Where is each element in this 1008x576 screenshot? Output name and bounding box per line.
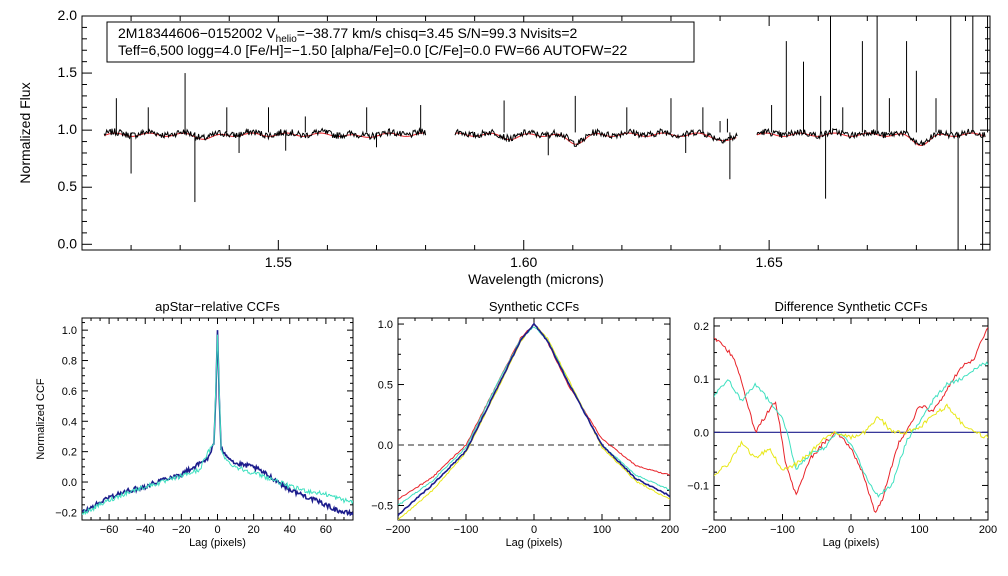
synthetic-xtick-label: 100 bbox=[593, 524, 611, 536]
apstar-xtick-label: −40 bbox=[136, 524, 155, 536]
apstar-xtick-label: 0 bbox=[214, 524, 220, 536]
synthetic-ytick-label: −0.5 bbox=[371, 500, 393, 512]
synthetic-axes: −200 −100 0 100 200 −0.5 0.0 0.5 1.0 Synthetic CC… bbox=[371, 299, 679, 549]
synthetic-xtick-label: −100 bbox=[454, 524, 479, 536]
spectrum-ylabel: Normalized Flux bbox=[17, 82, 33, 183]
synthetic-xtick-label: −200 bbox=[386, 524, 411, 536]
synthetic-line-red bbox=[398, 323, 670, 501]
spectrum-ytick-label: 0.5 bbox=[58, 178, 78, 194]
synthetic-xtick-label: 200 bbox=[661, 524, 679, 536]
apstar-ylabel: Normalized CCF bbox=[35, 378, 47, 460]
spectrum-ytick-label: 0.0 bbox=[58, 235, 78, 251]
observed-spectrum-line bbox=[454, 127, 738, 147]
difference-ytick-label: 0.0 bbox=[694, 427, 709, 439]
info-line-1-sub: helio bbox=[276, 34, 298, 45]
spectrum-xtick-label: 1.60 bbox=[510, 254, 537, 270]
spectrum-ytick-label: 1.5 bbox=[58, 64, 78, 80]
difference-xlabel: Lag (pixels) bbox=[823, 537, 880, 549]
synthetic-line-cyan bbox=[398, 326, 670, 506]
apstar-ytick-label: 0.4 bbox=[62, 416, 77, 428]
apstar-line-visit 1 bbox=[82, 330, 353, 517]
info-line-1-suffix: =−38.77 km/s chisq=3.45 S/N=99.3 Nvisits… bbox=[297, 25, 578, 41]
synthetic-series bbox=[398, 322, 670, 520]
apstar-xtick-label: −60 bbox=[100, 524, 119, 536]
difference-ytick-label: 0.1 bbox=[694, 374, 709, 386]
synthetic-frame bbox=[397, 317, 671, 521]
synthetic-line-yellow bbox=[398, 323, 670, 520]
apstar-xtick-label: 60 bbox=[320, 524, 332, 536]
difference-xtick-label: 100 bbox=[910, 524, 928, 536]
info-line-1: 2M18344606−0152002 Vhelio=−38.77 km/s ch… bbox=[118, 25, 578, 45]
apstar-xtick-label: 40 bbox=[284, 524, 296, 536]
info-line-2: Teff=6,500 logg=4.0 [Fe/H]=−1.50 [alpha/… bbox=[118, 42, 627, 58]
synthetic-title: Synthetic CCFs bbox=[489, 299, 580, 314]
apstar-axes: −60 −40 −20 0 20 40 60 −0.2 0.0 0.2 0.4 0.6 0.8 1.0 ap… bbox=[35, 299, 354, 549]
difference-axes: −200 −100 0 100 200 −0.1 0.0 0.1 0.2 Difference S… bbox=[687, 299, 997, 549]
difference-ytick-label: −0.1 bbox=[687, 480, 709, 492]
synthetic-ytick-label: 0.5 bbox=[378, 380, 393, 392]
spectrum-ytick-label: 1.0 bbox=[58, 121, 78, 137]
spectrum-xtick-label: 1.55 bbox=[265, 254, 292, 270]
difference-xtick-label: 0 bbox=[848, 524, 854, 536]
synthetic-ytick-label: 1.0 bbox=[378, 319, 393, 331]
difference-xtick-label: −100 bbox=[770, 524, 795, 536]
difference-frame bbox=[713, 317, 989, 521]
spectrum-xtick-label: 1.65 bbox=[756, 254, 783, 270]
spectrum-axes: 1.55 1.60 1.65 0.0 0.5 1.0 1.5 2.0 Wavelength (m… bbox=[17, 7, 991, 287]
difference-xtick-label: 200 bbox=[979, 524, 997, 536]
difference-xtick-label: −200 bbox=[702, 524, 727, 536]
observed-spectrum-line bbox=[756, 127, 986, 146]
difference-line-cyan bbox=[714, 361, 988, 498]
apstar-xtick-label: 20 bbox=[248, 524, 260, 536]
synthetic-xlabel: Lag (pixels) bbox=[506, 537, 563, 549]
spectrum-xlabel: Wavelength (microns) bbox=[468, 271, 604, 287]
apstar-xlabel: Lag (pixels) bbox=[189, 537, 246, 549]
difference-line-red bbox=[714, 327, 988, 513]
difference-series bbox=[714, 327, 988, 513]
apstar-ytick-label: 0.6 bbox=[62, 386, 77, 398]
spectrum-ytick-label: 2.0 bbox=[58, 7, 78, 23]
apstar-line-visit 2 bbox=[82, 334, 353, 516]
info-box: 2M18344606−0152002 Vhelio=−38.77 km/s ch… bbox=[106, 21, 695, 63]
apstar-ytick-label: 1.0 bbox=[62, 325, 77, 337]
synthetic-line-blue bbox=[398, 322, 670, 517]
apstar-series bbox=[82, 330, 353, 517]
apstar-ytick-label: −0.2 bbox=[55, 507, 77, 519]
difference-title: Difference Synthetic CCFs bbox=[775, 299, 928, 314]
apstar-xtick-label: −20 bbox=[172, 524, 191, 536]
synthetic-ytick-label: 0.0 bbox=[378, 440, 393, 452]
apstar-title: apStar−relative CCFs bbox=[155, 299, 280, 314]
synthetic-xtick-label: 0 bbox=[531, 524, 537, 536]
info-box-frame bbox=[106, 21, 695, 63]
difference-ytick-label: 0.2 bbox=[694, 321, 709, 333]
observed-spectrum-line bbox=[103, 127, 427, 142]
apstar-ytick-label: 0.8 bbox=[62, 356, 77, 368]
apstar-ytick-label: 0.2 bbox=[62, 447, 77, 459]
spectrum-series bbox=[103, 16, 989, 250]
info-line-1-prefix: 2M18344606−0152002 V bbox=[118, 25, 276, 41]
apstar-ytick-label: 0.0 bbox=[62, 477, 77, 489]
difference-line-yellow bbox=[714, 403, 988, 476]
spectrum-frame bbox=[81, 15, 991, 251]
